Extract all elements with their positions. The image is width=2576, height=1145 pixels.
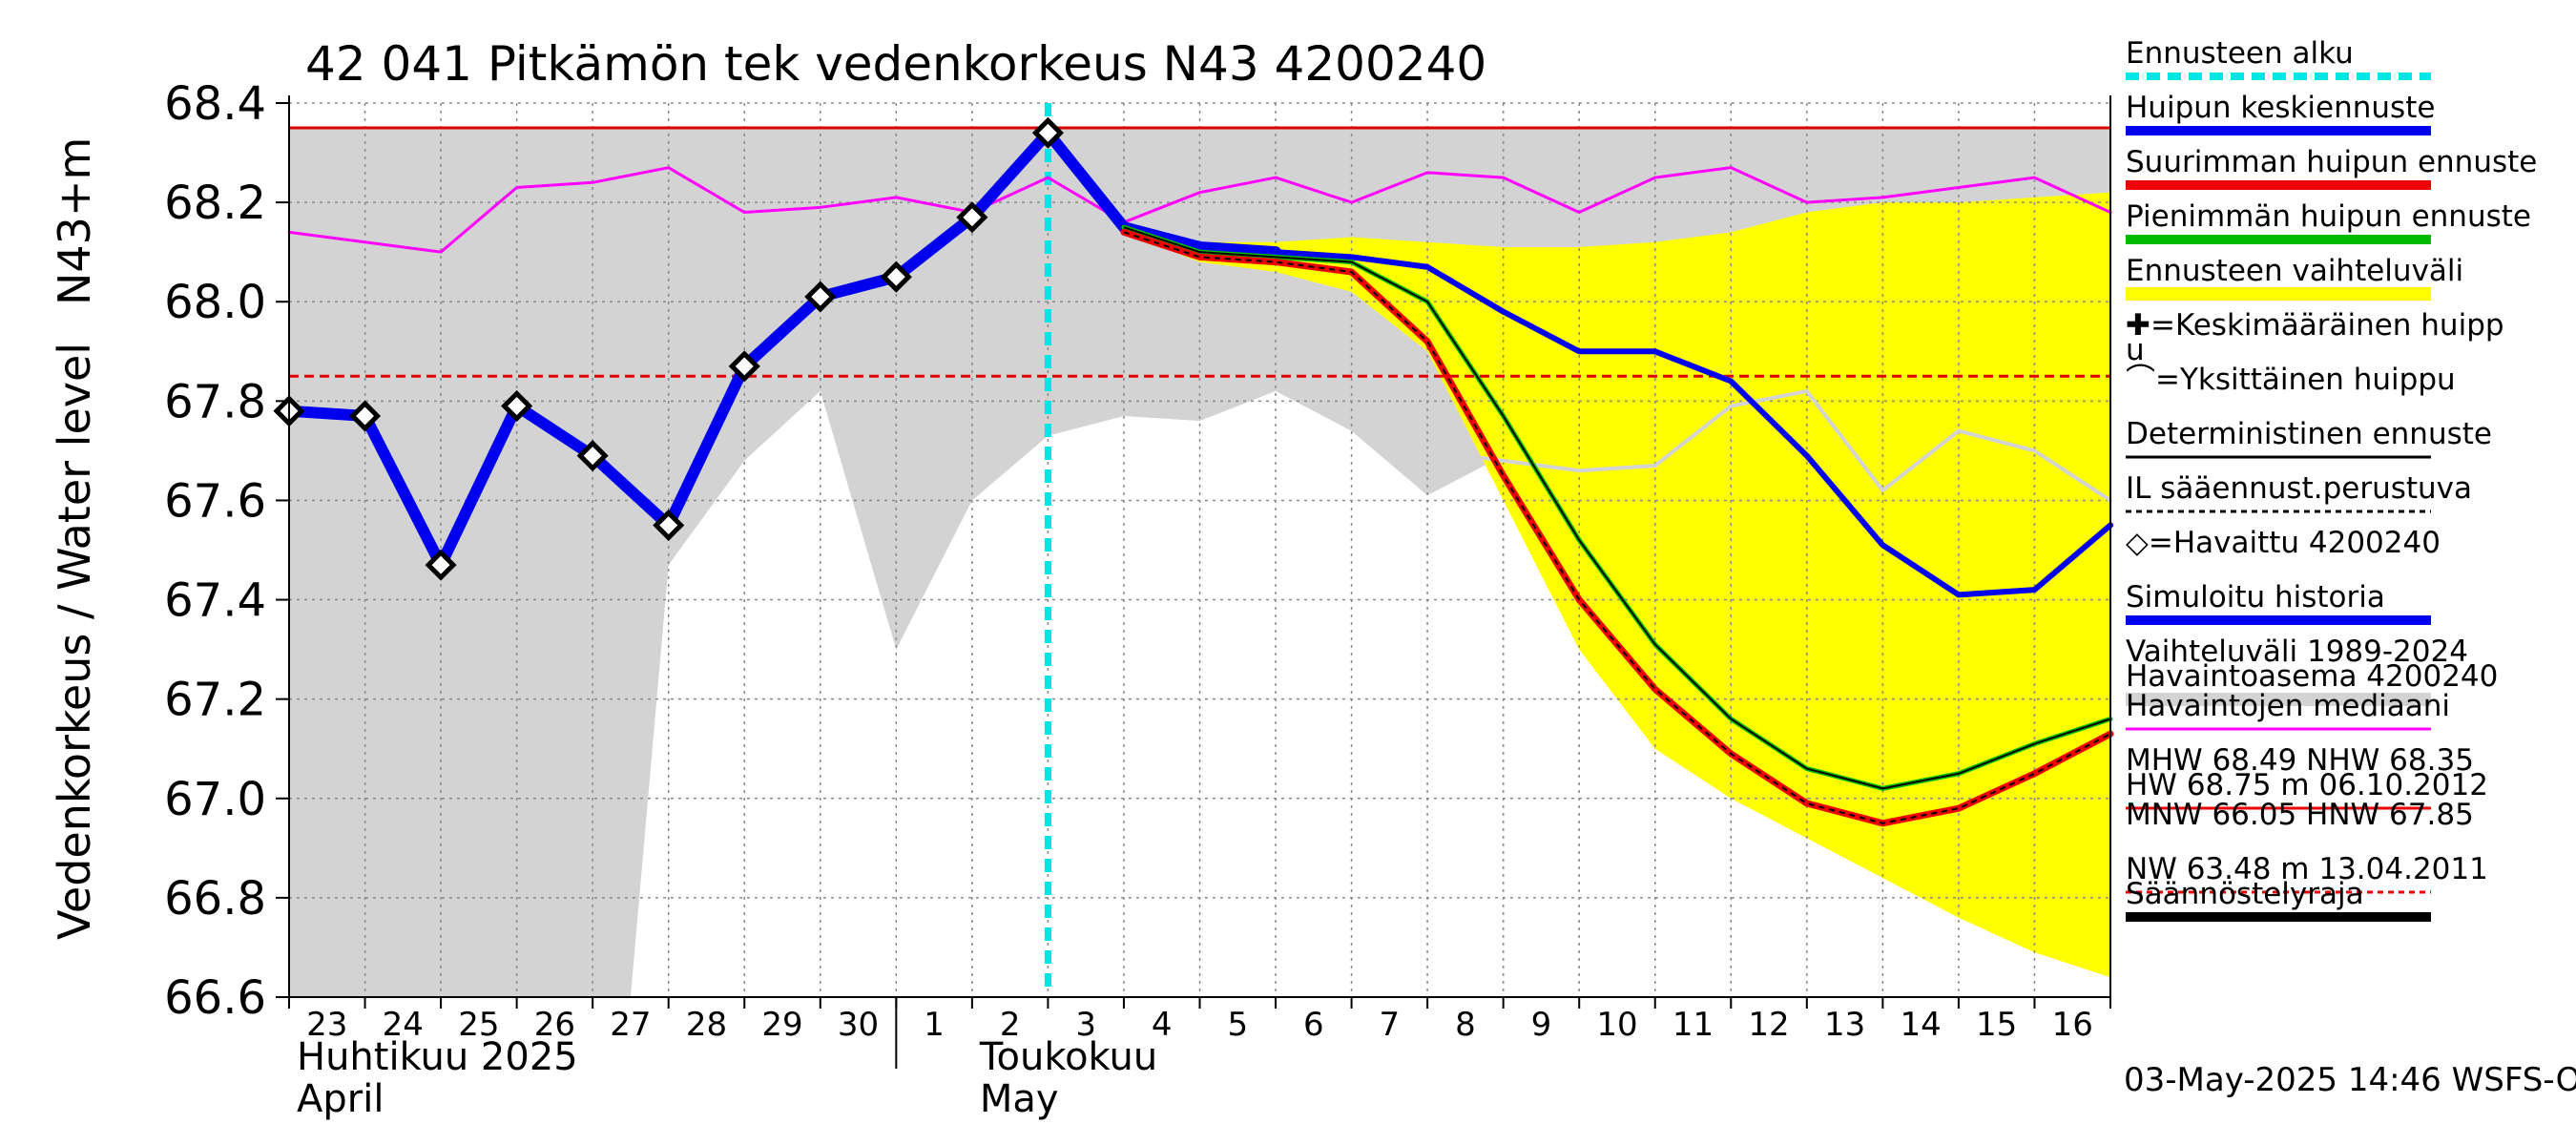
legend-label: NW 63.48 m 13.04.2011 — [2126, 852, 2488, 886]
legend-label: Ennusteen vaihteluväli — [2126, 254, 2463, 288]
y-tick-label: 68.0 — [164, 276, 266, 329]
series-line-inner — [1123, 226, 2111, 790]
x-tick-label: 24 — [383, 1006, 424, 1044]
axes-layer: 66.6 66.8 67.0 67.2 67.4 67.6 67.8 68.0 68.2 68.4… — [164, 77, 2111, 1121]
y-axis-unit-label: N43+m — [49, 137, 100, 305]
x-tick-label: 15 — [1976, 1006, 2017, 1044]
observed-point — [728, 350, 760, 383]
x-tick-label: 23 — [306, 1006, 347, 1044]
reference-lines-layer — [289, 126, 2110, 378]
legend-label: Pienimmän huipun ennuste — [2126, 199, 2531, 234]
x-tick-label: 14 — [1901, 1006, 1942, 1044]
observed-point — [576, 440, 609, 472]
x-tick-label: 27 — [610, 1006, 651, 1044]
legend-swatch — [2126, 287, 2431, 301]
y-tick-label: 67.6 — [164, 474, 266, 528]
series-line-inner — [1123, 231, 2111, 824]
legend-label: Havaintojen mediaani — [2126, 689, 2450, 723]
y-tick-label: 67.2 — [164, 674, 266, 727]
x-tick-label: 7 — [1380, 1006, 1401, 1044]
x-tick-label: 4 — [1152, 1006, 1173, 1044]
x-tick-label: 12 — [1748, 1006, 1789, 1044]
observed-point — [501, 390, 533, 423]
legend-label: ✚=Keskimääräinen huipp — [2126, 308, 2504, 343]
legend-label: MNW 66.05 HNW 67.85 — [2126, 798, 2474, 832]
bands-layer — [289, 128, 2110, 997]
observed-point — [1031, 116, 1064, 149]
legend-label: Deterministinen ennuste — [2126, 417, 2492, 451]
series-line — [287, 166, 2112, 254]
x-tick-label: 28 — [686, 1006, 727, 1044]
legend: Ennusteen alku Huipun keskiennuste Suurimm… — [2126, 36, 2537, 922]
series-line — [283, 127, 1282, 572]
legend-label: ⌒=Yksittäinen huippu — [2126, 363, 2456, 397]
footer-timestamp: 03-May-2025 14:46 WSFS-O — [2124, 1061, 2576, 1099]
y-tick-label: 68.2 — [164, 177, 266, 230]
y-tick-label: 68.4 — [164, 77, 266, 131]
legend-label: MHW 68.49 NHW 68.35 — [2126, 743, 2474, 778]
month-label-en: April — [297, 1077, 384, 1121]
legend-label: HW 68.75 m 06.10.2012 — [2126, 768, 2488, 802]
legend-swatch — [2126, 693, 2431, 706]
x-tick-label: 10 — [1596, 1006, 1637, 1044]
y-axis-label: Vedenkorkeus / Water level — [49, 343, 100, 940]
observed-point — [880, 260, 912, 293]
x-tick-label: 11 — [1672, 1006, 1714, 1044]
x-tick-label: 16 — [2052, 1006, 2093, 1044]
x-tick-label: 2 — [1000, 1006, 1021, 1044]
y-tick-label: 67.8 — [164, 375, 266, 428]
legend-label: Havaintoasema 4200240 — [2126, 659, 2498, 694]
chart-title: 42 041 Pitkämön tek vedenkorkeus N43 420… — [305, 36, 1486, 92]
forecast-range-band — [1123, 192, 2110, 978]
x-tick-label: 29 — [761, 1006, 802, 1044]
legend-label: ◇=Havaittu 4200240 — [2126, 526, 2441, 560]
x-tick-label: 1 — [924, 1006, 945, 1044]
x-tick-label: 3 — [1075, 1006, 1096, 1044]
legend-label: u — [2126, 333, 2145, 367]
y-tick-label: 66.6 — [164, 971, 266, 1025]
observed-point — [425, 549, 457, 581]
observed-point — [956, 201, 988, 234]
x-tick-label: 9 — [1531, 1006, 1552, 1044]
legend-label: IL sääennust.perustuva — [2126, 471, 2472, 506]
x-tick-label: 5 — [1227, 1006, 1248, 1044]
y-tick-label: 67.4 — [164, 574, 266, 628]
y-tick-label: 67.0 — [164, 773, 266, 826]
x-tick-label: 30 — [838, 1006, 879, 1044]
x-tick-label: 26 — [534, 1006, 575, 1044]
observed-point — [653, 509, 685, 542]
x-tick-label: 13 — [1824, 1006, 1865, 1044]
legend-label: Vaihteluväli 1989-2024 — [2126, 635, 2468, 669]
x-tick-label: 25 — [458, 1006, 499, 1044]
observed-point — [804, 281, 837, 313]
series-layer — [283, 103, 2114, 997]
series-line — [1120, 224, 2113, 598]
x-tick-label: 8 — [1455, 1006, 1476, 1044]
month-label-fi: Huhtikuu 2025 — [297, 1035, 578, 1079]
month-label-en: May — [980, 1077, 1059, 1121]
series-line — [1425, 388, 2112, 503]
y-tick-label: 66.8 — [164, 872, 266, 926]
legend-label: Ennusteen alku — [2126, 36, 2354, 71]
legend-label: Suurimman huipun ennuste — [2126, 145, 2537, 179]
month-label-fi: Toukokuu — [979, 1035, 1157, 1079]
x-tick-label: 6 — [1303, 1006, 1324, 1044]
legend-label: Säännöstelyraja — [2126, 877, 2364, 911]
observed-point — [349, 400, 382, 432]
legend-label: Simuloitu historia — [2126, 580, 2385, 614]
legend-label: Huipun keskiennuste — [2126, 91, 2435, 125]
